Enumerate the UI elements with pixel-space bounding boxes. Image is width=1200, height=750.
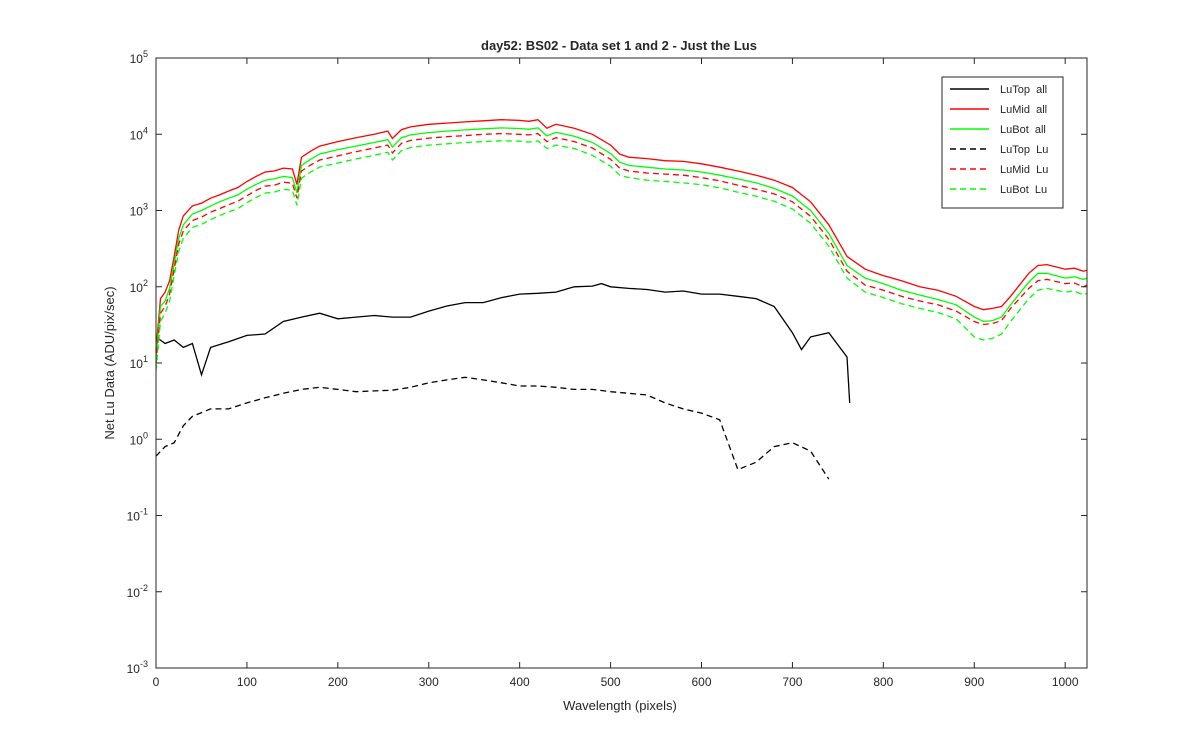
x-axis: 0 100 200 300 400 500 600 700 800 900 1000 — [153, 58, 1079, 689]
legend-label-4: LuTop Lu — [1000, 144, 1048, 156]
x-tick-label: 800 — [873, 675, 893, 689]
series-line-4 — [155, 376, 830, 480]
legend-box — [941, 76, 1064, 209]
x-tick-label: 700 — [782, 675, 802, 689]
x-tick-label: 200 — [328, 675, 348, 689]
legend-label-2: LuMid all — [1000, 104, 1047, 116]
y-tick-label: 105 — [130, 49, 148, 66]
x-tick-label: 500 — [601, 675, 621, 689]
y-tick-label: 10-1 — [127, 507, 148, 524]
legend-label-3: LuBot all — [1000, 124, 1046, 136]
y-tick-label: 101 — [130, 354, 148, 371]
legend-label-1: LuTop all — [1000, 84, 1047, 96]
x-tick-label: 0 — [153, 675, 160, 689]
legend: LuTop all LuMid all LuBot all LuTop Lu LuMid… — [941, 76, 1064, 209]
y-tick-label: 102 — [130, 278, 148, 295]
x-tick-label: 300 — [419, 675, 439, 689]
series-line-5 — [155, 132, 1088, 364]
series-line-3 — [155, 127, 1088, 358]
y-tick-label: 10-3 — [127, 659, 148, 676]
y-tick-label: 100 — [130, 430, 148, 447]
x-tick-label: 900 — [964, 675, 984, 689]
plot-area — [155, 57, 1088, 669]
legend-label-5: LuMid Lu — [1000, 164, 1048, 176]
x-tick-label: 600 — [691, 675, 711, 689]
y-tick-label: 10-2 — [127, 583, 148, 600]
x-tick-label: 400 — [510, 675, 530, 689]
y-tick-label: 104 — [130, 125, 148, 142]
y-axis-label: Net Lu Data (ADU/pix/sec) — [102, 286, 117, 439]
legend-label-6: LuBot Lu — [1000, 184, 1047, 196]
x-tick-label: 100 — [237, 675, 257, 689]
series-line-6 — [155, 140, 1088, 371]
series-line-1 — [155, 282, 851, 403]
series-line-2 — [155, 119, 1088, 350]
x-axis-label: Wavelength (pixels) — [563, 698, 677, 713]
y-tick-label: 103 — [130, 202, 148, 219]
x-tick-label: 1000 — [1052, 675, 1079, 689]
chart-title: day52: BS02 - Data set 1 and 2 - Just th… — [481, 38, 757, 53]
